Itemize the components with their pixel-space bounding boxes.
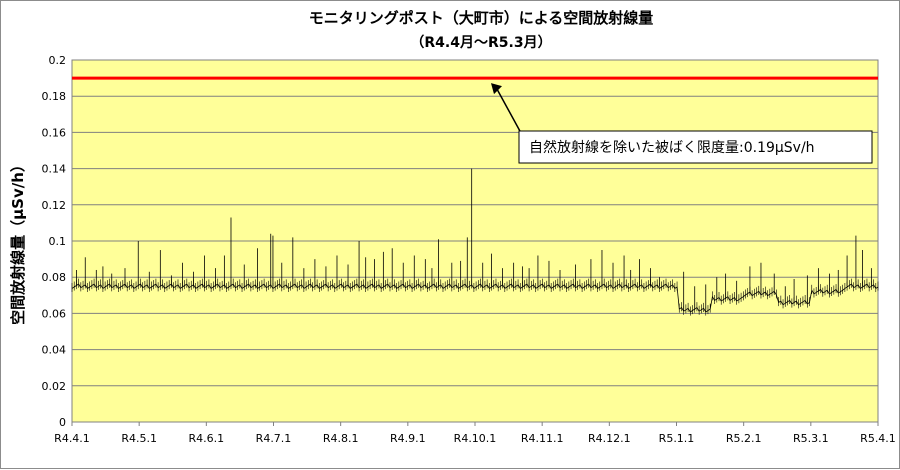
chart-title: モニタリングポスト（大町市）による空間放射線量 <box>309 9 654 27</box>
y-tick-label: 0.04 <box>42 344 67 357</box>
x-tick-label: R5.2.1 <box>726 432 762 445</box>
series-baseline <box>71 283 879 313</box>
annotation-arrow-head <box>491 83 502 95</box>
x-tick-label: R4.10.1 <box>454 432 497 445</box>
y-tick-label: 0.12 <box>42 199 67 212</box>
y-axis-ticks: 0 0.02 0.04 0.06 0.08 0.1 0.12 0.14 0.16 0.18 0.2 <box>42 54 67 429</box>
y-tick-label: 0.1 <box>49 235 67 248</box>
y-tick-label: 0.2 <box>49 54 67 67</box>
x-tick-label: R4.8.1 <box>323 432 359 445</box>
x-tick-label: R4.9.1 <box>390 432 426 445</box>
x-tick-label: R4.12.1 <box>588 432 631 445</box>
x-axis-ticks: R4.4.1 R4.5.1 R4.6.1 R4.7.1 R4.8.1 R4.9.1 R4.1… <box>54 422 896 445</box>
x-tick-label: R4.7.1 <box>256 432 292 445</box>
annotation-text: 自然放射線を除いた被ばく限度量:0.19μSv/h <box>529 139 815 156</box>
x-tick-label: R5.4.1 <box>860 432 896 445</box>
series-dose <box>71 168 879 316</box>
x-tick-label: R5.1.1 <box>659 432 695 445</box>
y-tick-label: 0.16 <box>42 126 67 139</box>
y-tick-label: 0.02 <box>42 380 67 393</box>
y-axis-label: 空間放射線量（μSv/h） <box>9 157 27 325</box>
x-tick-label: R4.6.1 <box>189 432 225 445</box>
y-tick-label: 0.08 <box>42 271 67 284</box>
y-tick-label: 0 <box>59 416 66 429</box>
x-tick-label: R4.5.1 <box>121 432 157 445</box>
y-tick-label: 0.06 <box>42 307 67 320</box>
annotation-arrow <box>496 88 522 134</box>
y-tick-label: 0.18 <box>42 90 67 103</box>
chart-subtitle: （R4.4月～R5.3月） <box>410 35 551 51</box>
x-tick-label: R4.4.1 <box>54 432 90 445</box>
x-tick-label: R4.11.1 <box>521 432 564 445</box>
y-tick-label: 0.14 <box>42 163 67 176</box>
annotation-box <box>518 130 873 164</box>
x-tick-label: R5.3.1 <box>793 432 829 445</box>
